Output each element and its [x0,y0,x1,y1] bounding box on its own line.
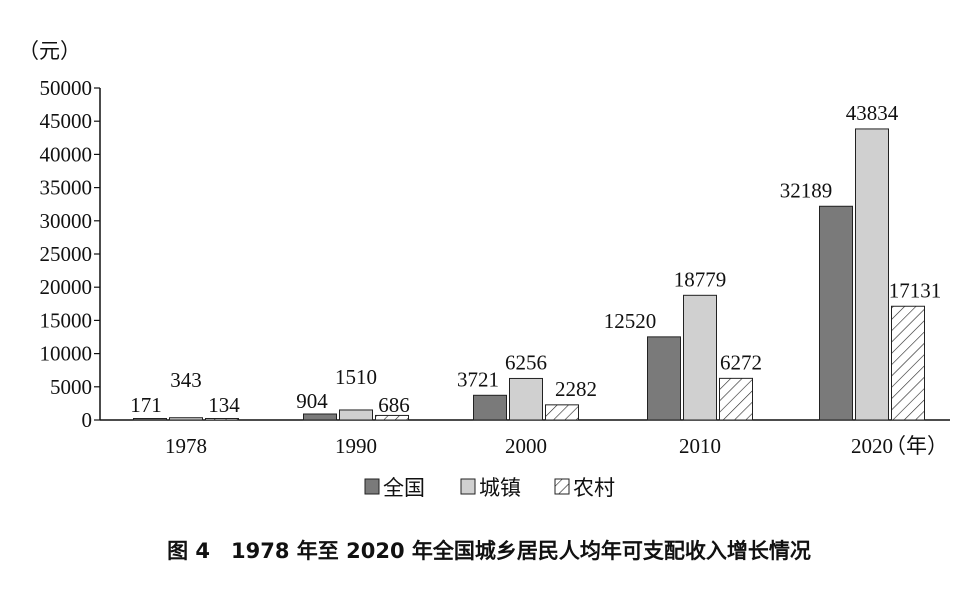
legend-label: 农村 [573,476,615,500]
x-tick-label: 2000 [505,434,547,458]
x-axis-unit: （年） [885,434,948,458]
bar-value-label: 904 [296,389,328,413]
bar [133,418,167,421]
bar-value-label: 6256 [505,350,547,374]
bar [545,404,579,421]
bar-value-label: 32189 [780,178,833,202]
bar [375,414,409,421]
y-tick-label: 0 [82,408,93,432]
y-tick-label: 40000 [40,142,93,166]
y-tick-label: 20000 [40,275,93,299]
bar [169,417,203,421]
bar-value-label: 171 [130,393,162,417]
bar [205,418,239,421]
bar-value-label: 43834 [846,101,899,125]
bar [473,394,507,421]
y-tick-label: 5000 [50,375,92,399]
y-tick-label: 10000 [40,342,93,366]
bars-group [133,128,925,421]
bar [683,294,717,421]
y-axis: 0 5000 10000 15000 20000 25000 30000 35000 40000… [40,76,101,432]
x-tick-label: 1990 [335,434,377,458]
bar-value-label: 12520 [604,309,657,333]
x-tick-label: 2010 [679,434,721,458]
legend-swatch [364,478,380,495]
y-tick-label: 50000 [40,76,93,100]
legend-swatch [460,478,476,495]
bar-value-label: 686 [378,393,410,417]
bar-value-label: 2282 [555,377,597,401]
bar-value-label: 18779 [674,267,727,291]
bar [719,377,753,421]
bar [819,205,853,421]
x-axis: 1978 1990 2000 2010 2020 [100,419,950,458]
bar-value-label: 17131 [889,278,942,302]
y-tick-label: 25000 [40,242,93,266]
bar-value-label: 1510 [335,365,377,389]
y-tick-label: 30000 [40,209,93,233]
y-tick-label: 15000 [40,308,93,332]
bar-value-label: 134 [208,393,240,417]
bar [509,377,543,421]
bar-value-label: 3721 [457,367,499,391]
bar-value-label: 6272 [720,350,762,374]
bar [891,305,925,421]
legend: 全国 城镇 农村 [364,476,615,500]
bar [855,128,889,421]
legend-swatch [554,478,570,495]
legend-label: 全国 [383,476,425,500]
figure-caption: 图 4 1978 年至 2020 年全国城乡居民人均年可支配收入增长情况 [167,539,811,563]
bar [339,409,373,421]
y-tick-label: 45000 [40,109,93,133]
y-tick-label: 35000 [40,176,93,200]
bar-value-label: 343 [170,368,202,392]
y-axis-unit: （元） [18,39,81,63]
x-tick-label: 2020 [851,434,893,458]
legend-label: 城镇 [479,476,521,500]
x-tick-label: 1978 [165,434,207,458]
bar [303,413,337,421]
bar [647,336,681,421]
